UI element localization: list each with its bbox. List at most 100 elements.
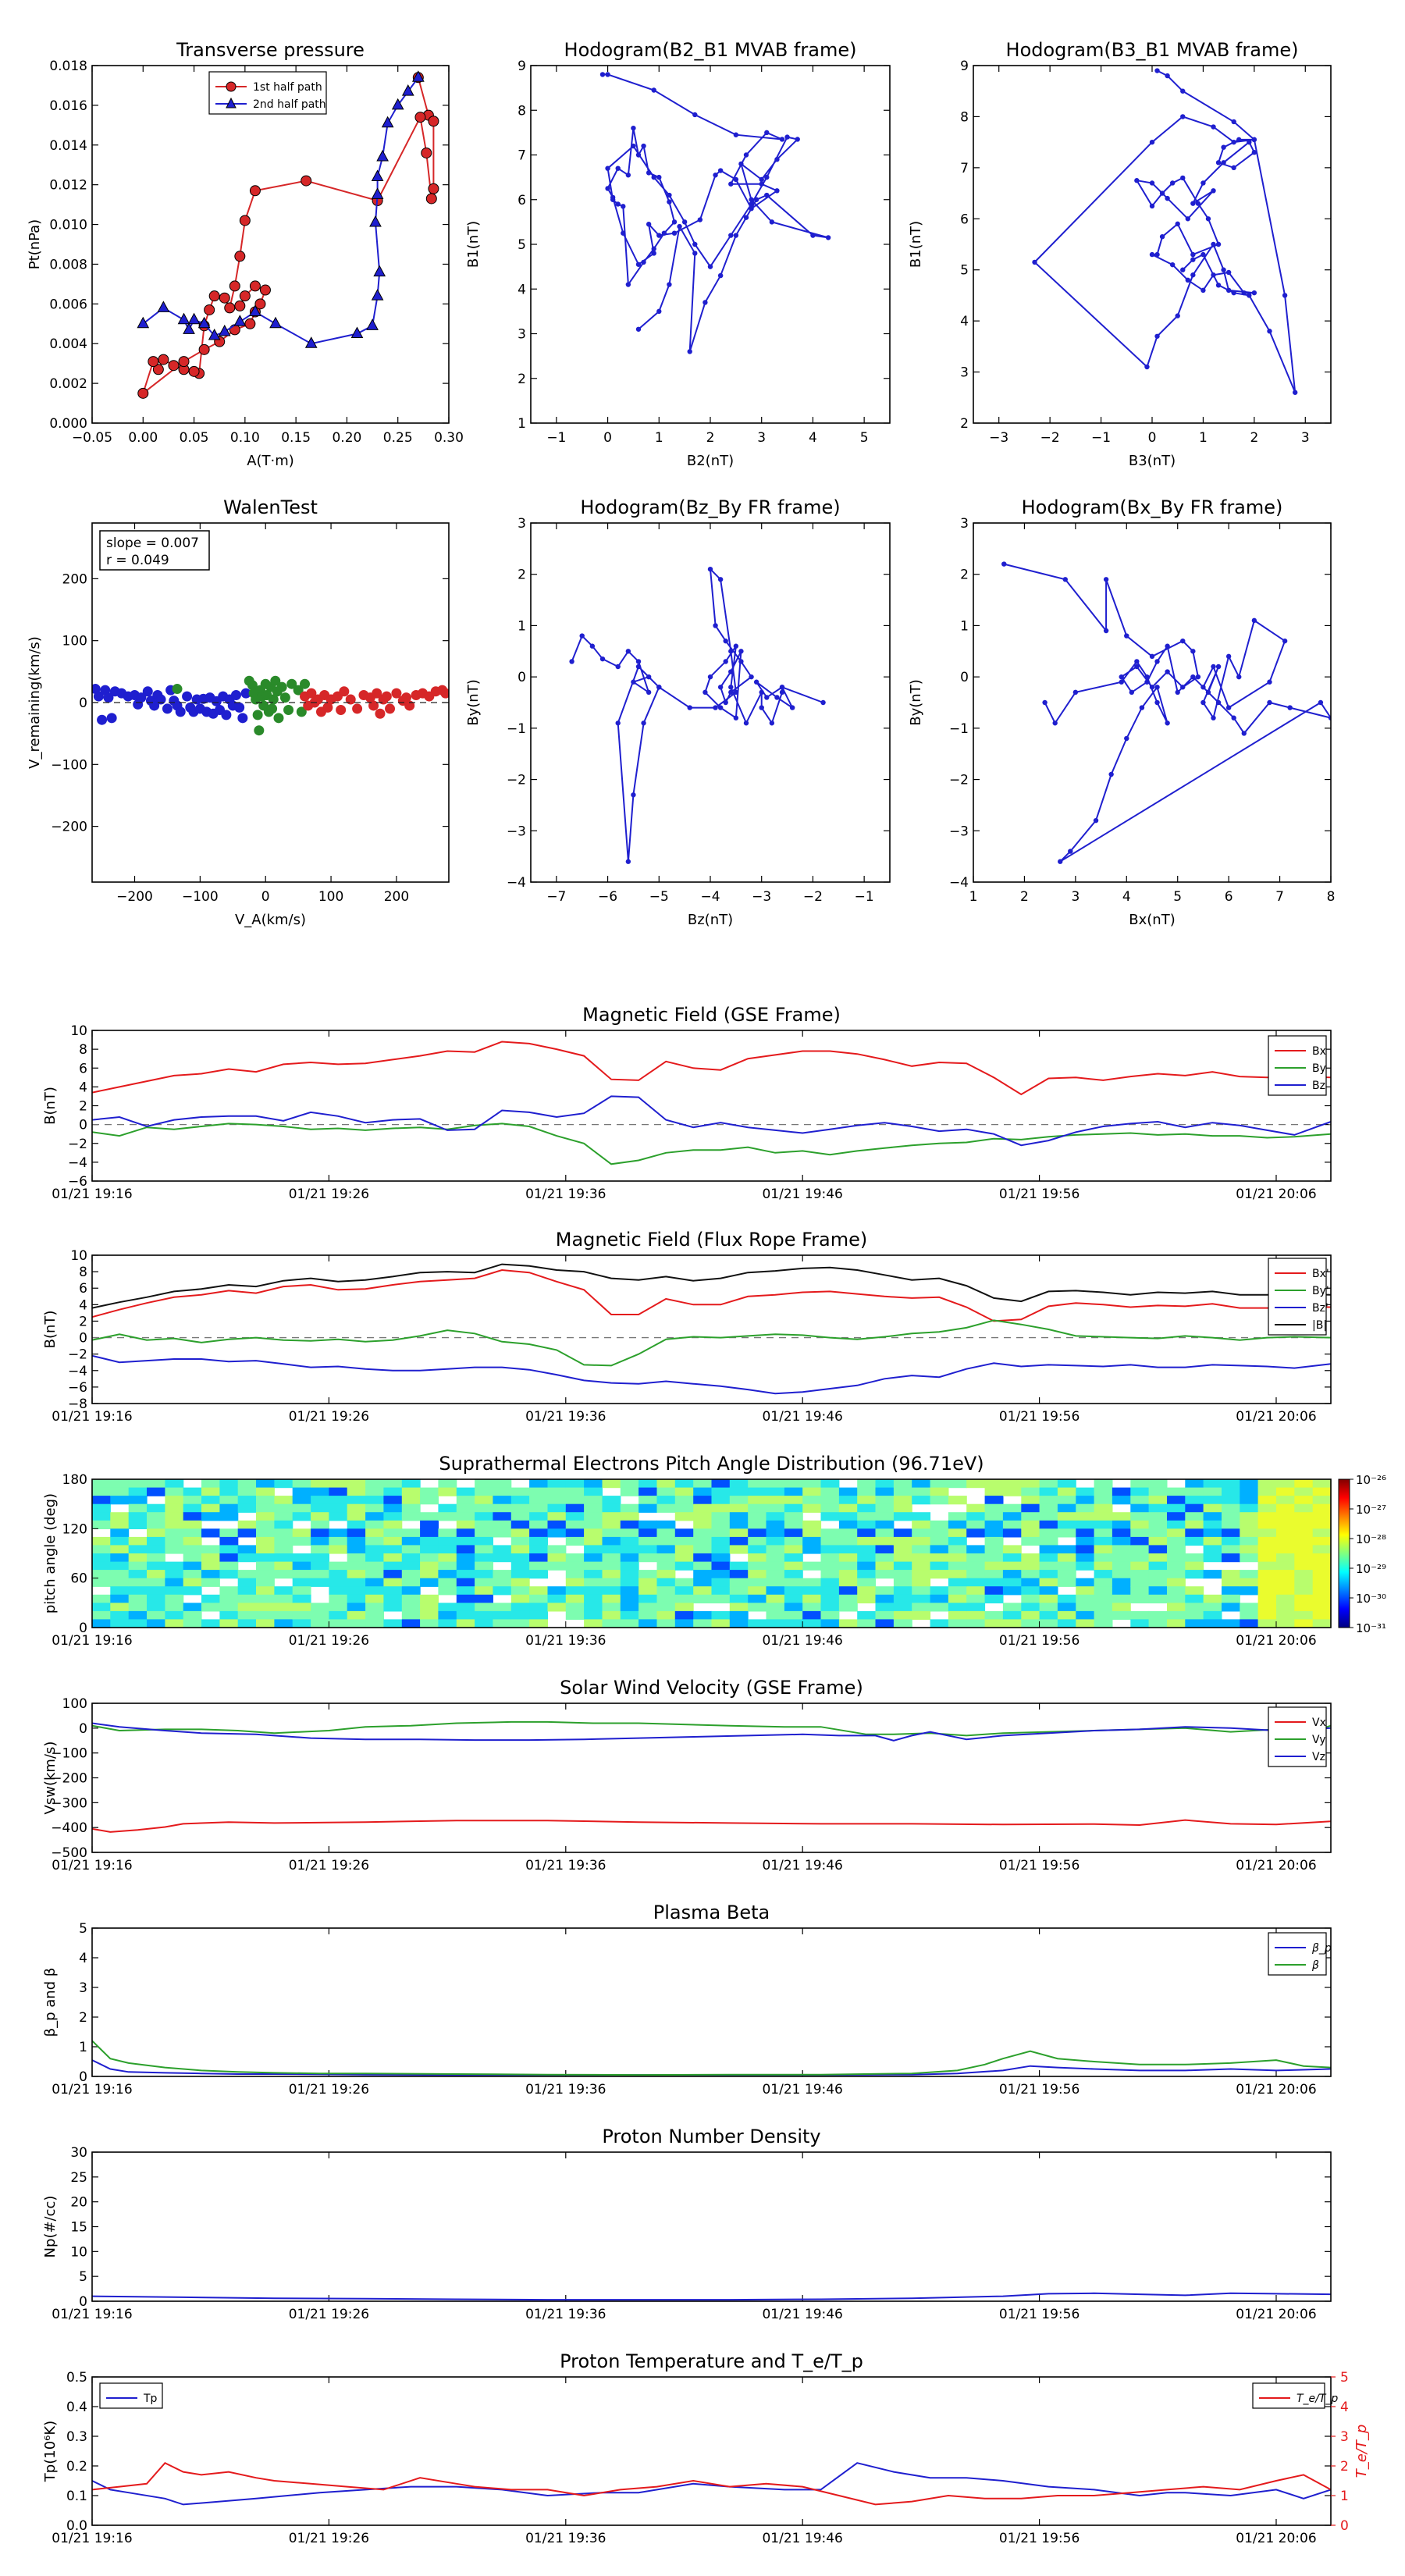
data-point — [1134, 664, 1140, 670]
data-point — [1165, 195, 1170, 201]
x-tick-label: 01/21 19:26 — [289, 2082, 369, 2097]
heatmap-cell — [475, 1594, 493, 1603]
series-line-2 — [92, 1095, 1331, 1147]
heatmap-cell — [1257, 1586, 1277, 1596]
legend-box — [1252, 2382, 1325, 2409]
heatmap-cell — [802, 1545, 822, 1554]
heatmap-cell — [1294, 1545, 1314, 1554]
y-tick-label: −200 — [51, 820, 87, 835]
data-point — [1247, 139, 1252, 145]
heatmap-cell — [984, 1553, 1004, 1563]
heatmap-cell — [274, 1512, 293, 1521]
heatmap-cell — [274, 1610, 293, 1621]
y-tick-label: 0.4 — [66, 2400, 87, 2415]
heatmap-cell — [565, 1594, 585, 1603]
heatmap-cell — [693, 1570, 713, 1579]
series-line-0 — [1033, 69, 1297, 393]
heatmap-cell — [311, 1545, 329, 1554]
heatmap-cell — [475, 1528, 493, 1538]
heatmap-cell — [584, 1545, 603, 1554]
heatmap-cell — [183, 1496, 202, 1505]
y-tick-label: −2 — [68, 1137, 87, 1152]
data-point — [1251, 617, 1257, 624]
data-point — [728, 669, 734, 674]
x-tick-label: 01/21 19:16 — [52, 2082, 132, 2097]
heatmap-cell — [602, 1619, 621, 1628]
heatmap-cell — [784, 1586, 803, 1596]
plot-area — [92, 675, 449, 736]
chart-title: WalenTest — [223, 496, 318, 518]
heatmap-cell — [1094, 1586, 1113, 1596]
heatmap-cell — [1257, 1536, 1277, 1546]
y-tick-label: 0.016 — [49, 98, 87, 114]
heatmap-cell — [510, 1487, 530, 1496]
heatmap-cell — [311, 1487, 329, 1496]
heatmap-cell — [875, 1520, 895, 1529]
heatmap-cell — [237, 1487, 257, 1496]
data-point — [283, 705, 294, 716]
y-tick-label: 200 — [62, 571, 87, 587]
data-point — [1185, 216, 1191, 222]
heatmap-cell — [1002, 1603, 1022, 1612]
heatmap-cell — [329, 1536, 348, 1546]
heatmap-cell — [602, 1536, 621, 1546]
heatmap-cell — [529, 1553, 548, 1563]
heatmap-cell — [147, 1586, 165, 1596]
heatmap-cell — [602, 1594, 621, 1603]
data-point — [1149, 139, 1155, 145]
heatmap-cell — [456, 1512, 475, 1521]
heatmap-cell — [110, 1520, 130, 1529]
heatmap-cell — [875, 1610, 895, 1621]
heatmap-cell — [92, 1496, 111, 1505]
heatmap-cell — [1167, 1553, 1186, 1563]
data-point — [635, 152, 642, 158]
data-point — [269, 316, 282, 329]
heatmap-cell — [274, 1496, 293, 1505]
heatmap-cell — [147, 1479, 165, 1489]
heatmap-cell — [147, 1520, 165, 1529]
x-tick-label: 1 — [1199, 430, 1208, 446]
data-point — [615, 720, 621, 726]
data-point — [733, 176, 739, 183]
heatmap-cell — [1312, 1503, 1332, 1513]
data-point — [373, 265, 386, 277]
heatmap-cell — [219, 1512, 239, 1521]
heatmap-cell — [766, 1496, 785, 1505]
heatmap-cell — [401, 1512, 421, 1521]
y-tick-label: 0.2 — [66, 2459, 87, 2475]
y-tick-label: 0.018 — [49, 59, 87, 74]
heatmap-cell — [584, 1503, 603, 1513]
heatmap-cell — [1185, 1603, 1204, 1612]
heatmap-cell — [365, 1561, 384, 1571]
x-tick-label: 01/21 19:36 — [525, 1187, 606, 1202]
heatmap-cell — [930, 1545, 949, 1554]
heatmap-cell — [147, 1553, 165, 1563]
data-point — [162, 703, 173, 714]
heatmap-cell — [547, 1528, 567, 1538]
heatmap-cell — [638, 1487, 657, 1496]
heatmap-cell — [784, 1479, 803, 1489]
x-tick-label: 01/21 19:36 — [525, 1409, 606, 1425]
heatmap-cell — [329, 1487, 348, 1496]
data-point — [702, 300, 708, 305]
heatmap-cell — [110, 1536, 130, 1546]
heatmap-cell — [292, 1479, 311, 1489]
heatmap-cell — [147, 1561, 165, 1571]
heatmap-cell — [1076, 1536, 1095, 1546]
heatmap-cell — [183, 1561, 202, 1571]
heatmap-cell — [784, 1487, 803, 1496]
heatmap-cell — [1185, 1528, 1204, 1538]
heatmap-cell — [1112, 1570, 1131, 1579]
heatmap-cell — [292, 1528, 311, 1538]
data-point — [1180, 267, 1186, 272]
heatmap-cell — [1240, 1512, 1259, 1521]
x-tick-label: 01/21 19:36 — [525, 1633, 606, 1649]
heatmap-cell — [510, 1561, 530, 1571]
heatmap-cell — [930, 1487, 949, 1496]
heatmap-cell — [930, 1603, 949, 1612]
x-tick-label: 01/21 19:36 — [525, 2307, 606, 2322]
heatmap-cell — [493, 1586, 512, 1596]
heatmap-cell — [984, 1610, 1004, 1621]
heatmap-cell — [1167, 1578, 1186, 1587]
heatmap-cell — [912, 1603, 931, 1612]
